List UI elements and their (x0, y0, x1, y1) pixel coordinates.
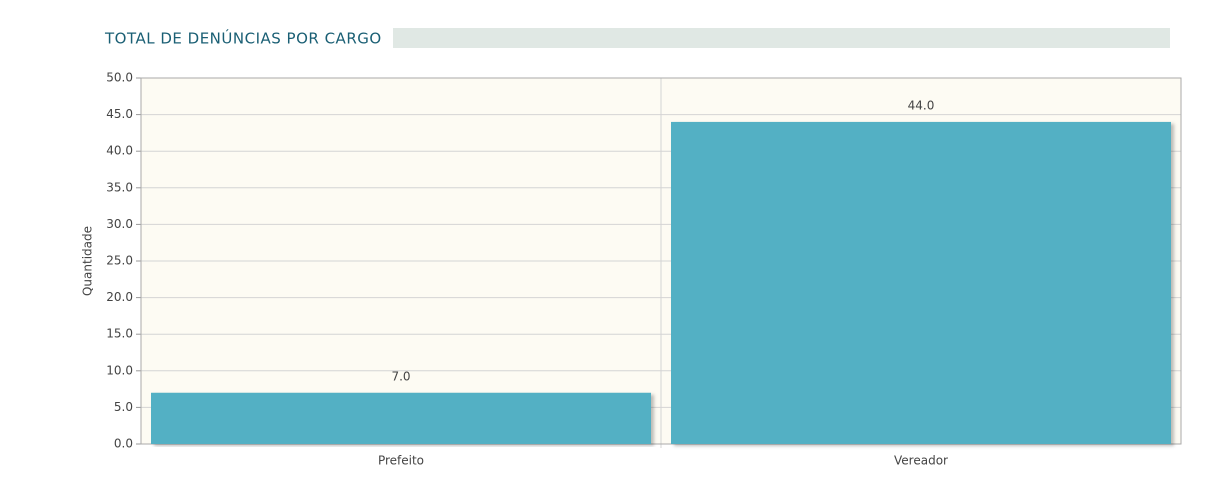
value-label: 7.0 (391, 369, 410, 383)
y-tick-label: 50.0 (106, 71, 133, 85)
chart-title: TOTAL DE DENÚNCIAS POR CARGO (104, 29, 382, 48)
y-tick-label: 45.0 (106, 107, 133, 121)
bar (151, 392, 651, 444)
plot-border (140, 77, 1182, 445)
y-tick-label: 40.0 (106, 144, 133, 158)
x-tick-label: Prefeito (378, 454, 424, 468)
y-tick-label: 0.0 (114, 437, 133, 451)
x-tick-label: Vereador (894, 454, 948, 468)
y-tick-label: 5.0 (114, 400, 133, 414)
value-label: 44.0 (908, 98, 935, 112)
y-tick-label: 20.0 (106, 290, 133, 304)
title-band (393, 28, 1170, 48)
bar (671, 121, 1171, 445)
y-tick-label: 15.0 (106, 327, 133, 341)
y-tick-label: 30.0 (106, 217, 133, 231)
y-tick-label: 10.0 (106, 363, 133, 377)
y-tick-label: 35.0 (106, 180, 133, 194)
y-axis-label: Quantidade (81, 226, 95, 296)
y-tick-label: 25.0 (106, 254, 133, 268)
